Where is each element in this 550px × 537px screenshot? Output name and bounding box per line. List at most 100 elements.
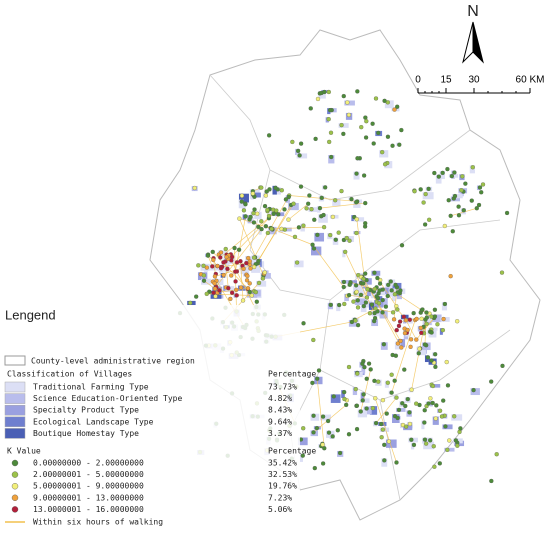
k-percentage: 7.23% bbox=[268, 493, 292, 502]
village-point bbox=[408, 344, 413, 349]
village-point bbox=[418, 325, 423, 331]
village-point bbox=[342, 301, 347, 307]
village-point bbox=[432, 464, 437, 469]
village-point bbox=[328, 130, 334, 135]
village-point bbox=[453, 438, 459, 443]
village-point bbox=[247, 281, 252, 286]
village-point bbox=[389, 390, 394, 395]
village-patch bbox=[318, 214, 328, 223]
village-point bbox=[489, 478, 494, 484]
village-point bbox=[368, 367, 373, 372]
village-point bbox=[380, 427, 386, 432]
village-point bbox=[399, 127, 404, 133]
village-point bbox=[233, 279, 238, 284]
village-point bbox=[353, 283, 359, 288]
scale-ticks bbox=[417, 88, 531, 94]
village-point bbox=[301, 321, 306, 326]
village-point bbox=[405, 396, 410, 402]
village-point bbox=[361, 303, 366, 309]
village-point bbox=[236, 247, 242, 252]
village-point bbox=[422, 408, 427, 413]
village-point bbox=[364, 406, 369, 411]
village-patch bbox=[391, 292, 396, 302]
north-arrow: N bbox=[462, 3, 484, 64]
village-point bbox=[375, 309, 380, 314]
village-point bbox=[256, 280, 262, 286]
village-point bbox=[210, 264, 215, 269]
village-point bbox=[304, 206, 309, 211]
village-point bbox=[292, 234, 298, 240]
village-point bbox=[414, 337, 419, 342]
village-point bbox=[382, 442, 387, 447]
village-point bbox=[455, 319, 460, 324]
class-swatch bbox=[4, 393, 26, 404]
village-patch bbox=[320, 414, 332, 421]
village-point bbox=[355, 89, 360, 94]
village-point bbox=[201, 273, 207, 278]
village-point bbox=[353, 318, 358, 323]
village-point bbox=[445, 383, 451, 388]
village-point bbox=[229, 254, 235, 260]
village-point bbox=[345, 100, 350, 105]
village-point bbox=[385, 380, 390, 385]
village-point bbox=[399, 243, 405, 248]
village-point bbox=[430, 400, 435, 406]
village-point bbox=[218, 266, 224, 271]
village-point bbox=[389, 288, 394, 293]
village-patch bbox=[353, 283, 363, 292]
village-point bbox=[431, 444, 436, 449]
village-point bbox=[443, 424, 448, 429]
village-point bbox=[237, 216, 242, 221]
village-point bbox=[361, 173, 367, 178]
village-point bbox=[408, 337, 414, 342]
village-point bbox=[414, 316, 419, 322]
village-point bbox=[384, 411, 389, 416]
village-point bbox=[463, 181, 468, 186]
village-point bbox=[321, 224, 327, 230]
village-patch bbox=[213, 278, 224, 286]
village-patch bbox=[423, 441, 435, 450]
village-point bbox=[377, 288, 382, 293]
village-patch bbox=[435, 174, 442, 184]
village-point bbox=[355, 298, 360, 303]
village-point bbox=[315, 376, 320, 381]
village-patch bbox=[362, 300, 373, 308]
village-point bbox=[392, 378, 397, 383]
village-point bbox=[422, 222, 428, 227]
village-point bbox=[489, 379, 494, 384]
village-point bbox=[376, 379, 381, 384]
village-point bbox=[234, 293, 239, 298]
village-point bbox=[311, 246, 317, 251]
village-point bbox=[428, 396, 433, 401]
village-point bbox=[366, 361, 372, 366]
village-patch bbox=[314, 232, 325, 242]
k-label: 13.0000001 - 16.0000000 bbox=[33, 505, 144, 514]
village-point bbox=[437, 461, 442, 466]
village-point bbox=[504, 210, 510, 216]
walking-link bbox=[369, 289, 402, 348]
village-point bbox=[294, 260, 300, 265]
village-point bbox=[458, 426, 463, 431]
village-point bbox=[411, 442, 417, 448]
village-patch bbox=[360, 392, 365, 401]
village-point bbox=[341, 279, 347, 285]
village-point bbox=[452, 193, 458, 199]
village-point bbox=[409, 387, 414, 392]
village-patch bbox=[238, 193, 249, 203]
village-point bbox=[194, 294, 199, 299]
k-swatch bbox=[11, 483, 19, 490]
village-point bbox=[223, 246, 228, 252]
village-point bbox=[427, 217, 432, 222]
village-point bbox=[460, 174, 465, 179]
village-point bbox=[251, 255, 257, 260]
village-point bbox=[259, 219, 264, 224]
village-point bbox=[300, 453, 305, 458]
village-point bbox=[317, 205, 323, 211]
village-point bbox=[403, 318, 409, 323]
village-point bbox=[330, 214, 336, 220]
village-point bbox=[221, 260, 226, 265]
village-point bbox=[457, 429, 462, 435]
village-point bbox=[286, 217, 291, 222]
village-point bbox=[419, 316, 424, 321]
village-point bbox=[314, 426, 320, 431]
